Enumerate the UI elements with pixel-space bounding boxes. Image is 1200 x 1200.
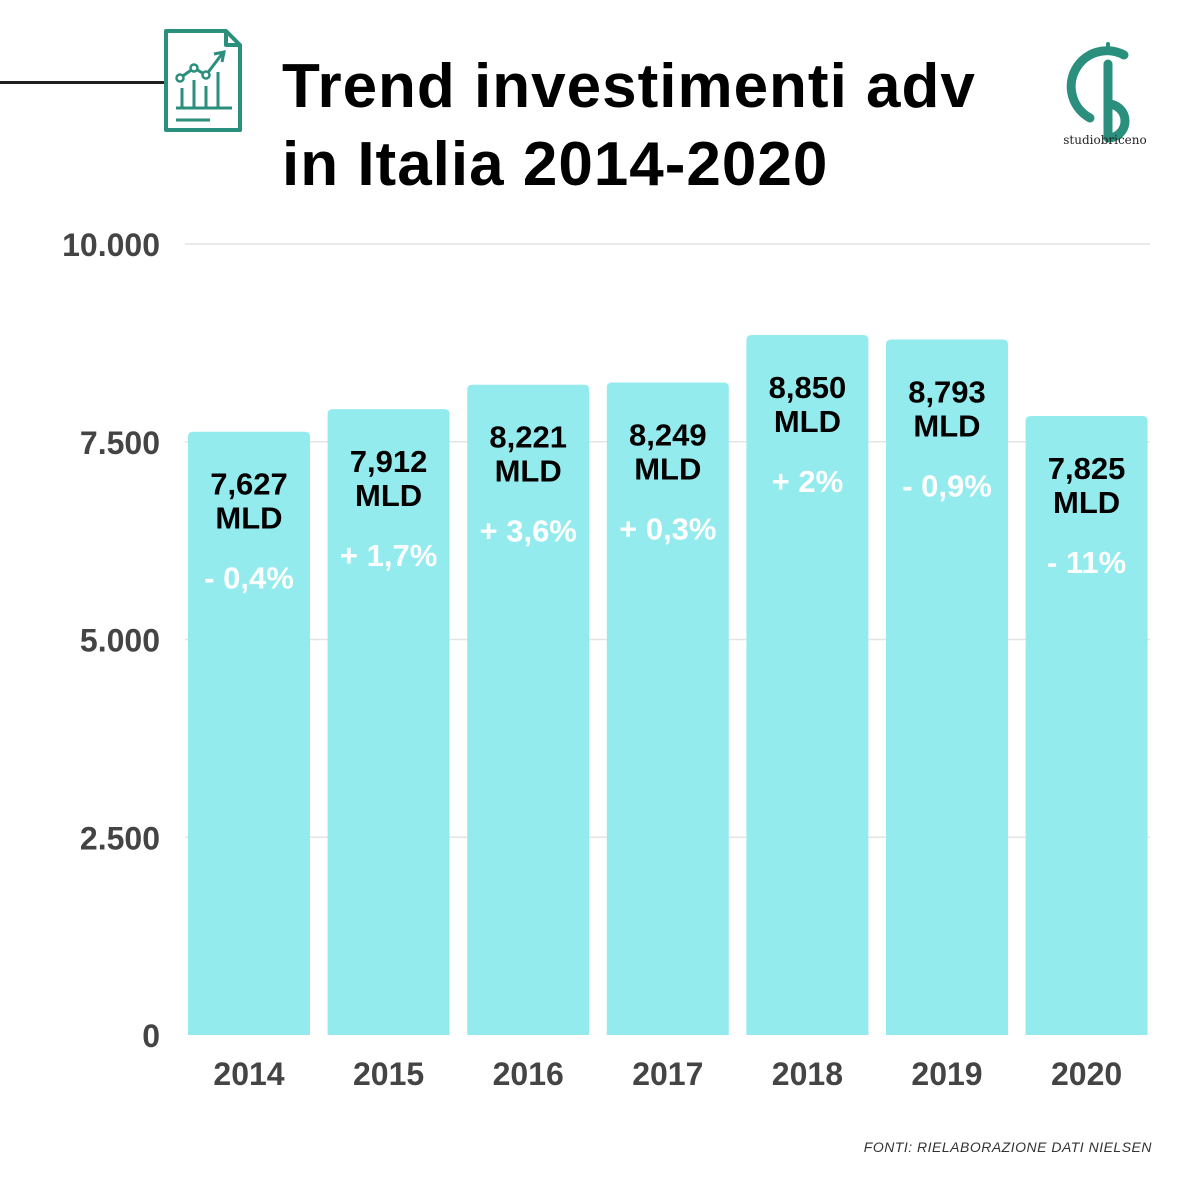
report-chart-icon: [164, 29, 242, 132]
change-label-2018: + 2%: [772, 464, 844, 499]
data-label-line: MLD: [774, 404, 841, 439]
x-tick-label: 2014: [213, 1056, 284, 1092]
bar-2014: [188, 431, 310, 1035]
data-label-line: MLD: [495, 454, 562, 489]
y-tick-label: 5.000: [80, 623, 160, 659]
data-label-line: 8,793: [908, 374, 986, 409]
data-label-2019: 8,793 MLD: [908, 374, 986, 443]
data-label-line: 8,850: [769, 370, 847, 405]
bar-2015: [327, 409, 450, 1036]
bar-2017: [606, 382, 729, 1035]
data-label-2015: 7,912 MLD: [350, 444, 428, 513]
bar-2016: [467, 384, 590, 1036]
data-label-line: MLD: [355, 478, 422, 513]
change-label-2017: + 0,3%: [619, 512, 716, 547]
data-label-line: MLD: [215, 501, 282, 536]
y-tick-label: 7.500: [80, 425, 160, 461]
x-tick-label: 2015: [353, 1056, 424, 1092]
data-label-2014: 7,627 MLD: [210, 467, 288, 536]
change-label-2014: - 0,4%: [204, 561, 294, 596]
data-label-2020: 7,825 MLD: [1048, 451, 1126, 520]
bar-2020: [1025, 416, 1148, 1036]
y-tick-label: 2.500: [80, 820, 160, 856]
bar-2018: [746, 334, 869, 1036]
change-label-2019: - 0,9%: [902, 468, 992, 503]
title-line-2: in Italia 2014-2020: [282, 130, 829, 199]
data-label-line: 8,221: [489, 420, 567, 455]
y-tick-label: 10.000: [62, 227, 160, 263]
title-line-1: Trend investimenti adv: [282, 52, 976, 121]
data-label-line: 7,627: [210, 467, 288, 502]
logo-text: studiobriceno: [1063, 133, 1147, 147]
data-label-2017: 8,249 MLD: [629, 418, 707, 487]
x-tick-label: 2018: [772, 1056, 843, 1092]
x-tick-label: 2019: [911, 1056, 982, 1092]
bar-2019: [886, 339, 1008, 1035]
data-label-line: MLD: [1053, 485, 1120, 520]
data-label-line: MLD: [913, 408, 980, 443]
x-tick-label: 2020: [1051, 1056, 1122, 1092]
x-tick-label: 2017: [632, 1056, 703, 1092]
change-label-2020: - 11%: [1047, 545, 1126, 580]
data-label-line: 7,825: [1048, 451, 1126, 486]
data-label-2018: 8,850 MLD: [769, 370, 847, 439]
y-tick-label: 0: [142, 1018, 160, 1054]
data-label-2016: 8,221 MLD: [489, 420, 567, 489]
data-label-line: 7,912: [350, 444, 428, 479]
change-label-2016: + 3,6%: [480, 514, 577, 549]
data-label-line: 8,249: [629, 418, 707, 453]
data-label-line: MLD: [634, 452, 701, 487]
change-label-2015: + 1,7%: [340, 538, 437, 573]
source-note: FONTI: RIELABORAZIONE DATI NIELSEN: [863, 1139, 1152, 1155]
studiobriceno-logo: [1066, 42, 1130, 143]
x-tick-label: 2016: [493, 1056, 564, 1092]
header-rule: [0, 81, 166, 84]
page-title: Trend investimenti adv in Italia 2014-20…: [282, 48, 976, 204]
